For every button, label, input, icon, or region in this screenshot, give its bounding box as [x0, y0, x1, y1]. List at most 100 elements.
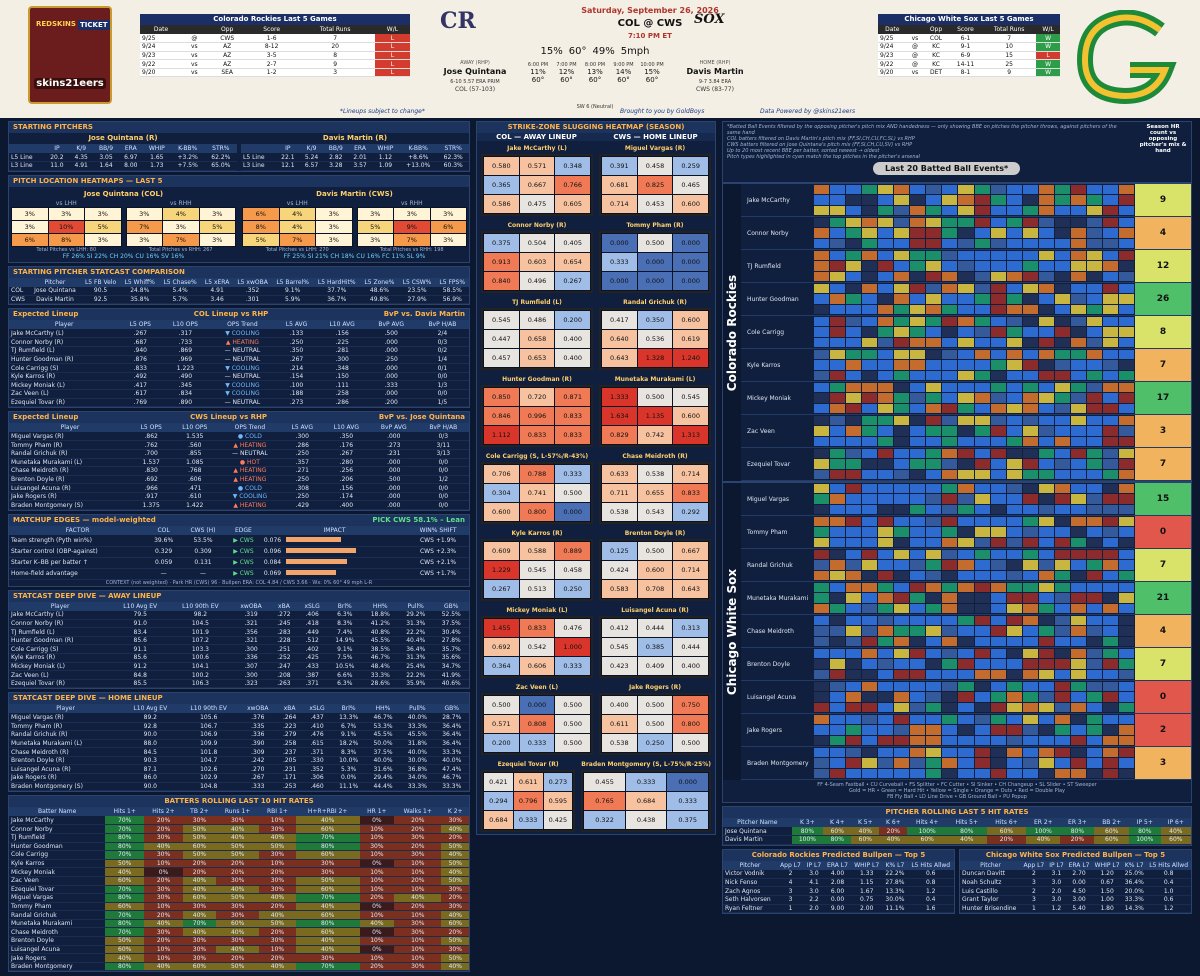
table-row: Braden Montgomery 80% 40% 60% 50% 40% 70% 20% 30…	[9, 962, 469, 972]
bbe-cell	[846, 659, 862, 669]
bbe-cell	[862, 583, 878, 593]
bbe-cell	[830, 583, 846, 593]
bbe-cell	[1070, 449, 1086, 459]
table-cell: 9	[982, 68, 1037, 78]
bbe-cell	[1070, 626, 1086, 636]
bbe-cell	[1086, 537, 1102, 547]
table-cell: 48.6%	[360, 286, 399, 296]
batter-heatmap: Randal Grichuk (R) 0.417 0.350 0.600 0.640 0.…	[599, 297, 711, 370]
bbe-cell	[814, 636, 830, 646]
batter-name: Jake Rogers (R)	[628, 684, 682, 691]
bbe-cell	[878, 317, 894, 327]
table-cell: 11.1%	[882, 904, 908, 914]
zone-cell: 0.800	[673, 715, 708, 733]
player-name: Munetaka Murakami	[747, 595, 809, 602]
table-cell: 106.3	[169, 679, 232, 689]
bbe-cell	[862, 570, 878, 580]
bbe-cell	[1022, 504, 1038, 514]
bbe-cell	[974, 649, 990, 659]
bbe-cell	[958, 350, 974, 360]
bbe-cell	[1102, 560, 1118, 570]
bbe-cell	[1006, 403, 1022, 413]
bbe-cell	[830, 205, 846, 215]
bbe-cell	[1118, 383, 1134, 393]
table-cell: 9.1%	[327, 644, 363, 655]
bbe-cell	[814, 715, 830, 725]
table-cell: Ryan Feltner	[723, 904, 778, 914]
table-row: Tommy Pham (R) .762.560 ▲ HEATING .286.176.…	[9, 440, 469, 450]
table-cell: 40%	[259, 910, 296, 920]
zone-cell: 0.425	[543, 811, 573, 829]
table-cell: .273	[369, 440, 418, 450]
zone-cell: 0.538	[637, 465, 673, 483]
bbe-cell	[958, 735, 974, 745]
note: *Lineups subject to change*	[340, 108, 425, 115]
table-cell: 8.3%	[327, 619, 363, 629]
batter-name: Munetaka Murakami (L)	[614, 376, 696, 383]
table-cell: 30%	[359, 842, 395, 852]
column-header: L10 OPS	[171, 423, 219, 433]
bbe-cell	[814, 251, 830, 261]
bbe-cell	[1054, 284, 1070, 294]
table-cell: vs	[906, 34, 924, 44]
table-cell: .855	[171, 449, 219, 459]
bbe-cell	[1038, 469, 1054, 479]
table-cell: .876	[119, 355, 162, 365]
bbe-cell	[1118, 294, 1134, 304]
column-header: Pull%	[397, 601, 434, 611]
table-cell: —	[146, 568, 182, 580]
table-cell: .433	[297, 662, 328, 672]
column-header: Hits 4+	[907, 818, 947, 827]
table-cell: 60%	[441, 919, 469, 929]
bbe-cell	[846, 603, 862, 613]
table-cell: 103.3	[169, 644, 232, 655]
bbe-grid	[813, 217, 1135, 249]
table-cell: 4.1	[803, 878, 824, 888]
batter-name: Brenton Doyle (R)	[624, 530, 686, 537]
bbe-cell	[1022, 393, 1038, 403]
bbe-cell	[878, 593, 894, 603]
zone-cell: 3%	[12, 207, 48, 220]
bbe-cell	[1118, 449, 1134, 459]
table-cell: 6.97	[118, 153, 143, 163]
bbe-cell	[1102, 768, 1118, 778]
column-header: W/L	[1036, 25, 1060, 34]
bbe-cell	[974, 768, 990, 778]
bbe-cell	[1022, 659, 1038, 669]
data-table: Player L10 Avg EV L10 90th EV xwOBA xBA xSLG B…	[9, 601, 469, 689]
bbe-cell	[1006, 337, 1022, 347]
bbe-cell	[958, 494, 974, 504]
bbe-cell	[942, 649, 958, 659]
table-cell: 5.9%	[271, 295, 314, 305]
bbe-cell	[942, 583, 958, 593]
bbe-cell	[894, 649, 910, 659]
bbe-cell	[814, 570, 830, 580]
bbe-cell	[926, 261, 942, 271]
bbe-cell	[1006, 748, 1022, 758]
table-cell: ▼ COOLING	[209, 389, 276, 399]
bbe-cell	[894, 304, 910, 314]
bbe-cell	[990, 350, 1006, 360]
bbe-cell	[1038, 550, 1054, 560]
batter-name: Mickey Moniak (L)	[506, 607, 568, 614]
zone-cell: 0.322	[584, 811, 625, 829]
bbe-cell	[974, 360, 990, 370]
bbe-cell	[878, 205, 894, 215]
table-cell: 10%	[394, 945, 442, 955]
table-cell: W	[1036, 68, 1060, 78]
table-cell: .306	[302, 773, 332, 783]
bbe-cell	[894, 218, 910, 228]
bbe-cell	[910, 560, 926, 570]
bbe-cell	[1086, 337, 1102, 347]
table-cell: 8	[295, 51, 375, 61]
player-row: Mickey Moniak 17	[741, 382, 1191, 415]
bbe-cell	[942, 459, 958, 469]
table-cell: 2.2	[803, 895, 824, 905]
table-cell: 87.1	[122, 764, 179, 775]
bbe-cell	[958, 649, 974, 659]
table-cell: 80%	[947, 827, 987, 837]
team-label-wrap: Chicago White Sox	[723, 483, 741, 780]
bbe-grid	[813, 184, 1135, 216]
bbe-cell	[814, 517, 830, 527]
bbe-cell	[1086, 527, 1102, 537]
